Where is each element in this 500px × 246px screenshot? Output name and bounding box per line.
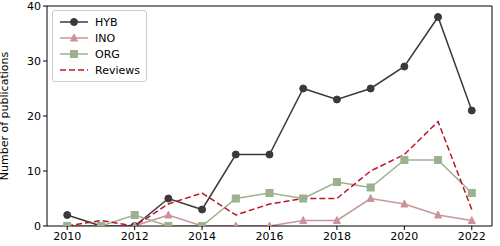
html-text:HYB: HYB <box>95 15 118 29</box>
svg-text:20: 20 <box>27 110 41 123</box>
svg-text:40: 40 <box>27 0 41 13</box>
svg-text:2010: 2010 <box>53 230 81 243</box>
svg-text:2022: 2022 <box>458 230 486 243</box>
html-text:INO: INO <box>95 31 116 45</box>
html-text:ORG: ORG <box>95 47 120 61</box>
html-text:Reviews: Reviews <box>95 63 140 77</box>
svg-text:2020: 2020 <box>390 230 418 243</box>
svg-text:0: 0 <box>34 220 41 233</box>
svg-text:2014: 2014 <box>188 230 216 243</box>
svg-text:2018: 2018 <box>323 230 351 243</box>
svg-text:2016: 2016 <box>256 230 284 243</box>
svg-text:10: 10 <box>27 165 41 178</box>
svg-text:30: 30 <box>27 55 41 68</box>
svg-text:Number of publications: Number of publications <box>8 52 11 181</box>
svg-text:2012: 2012 <box>121 230 149 243</box>
